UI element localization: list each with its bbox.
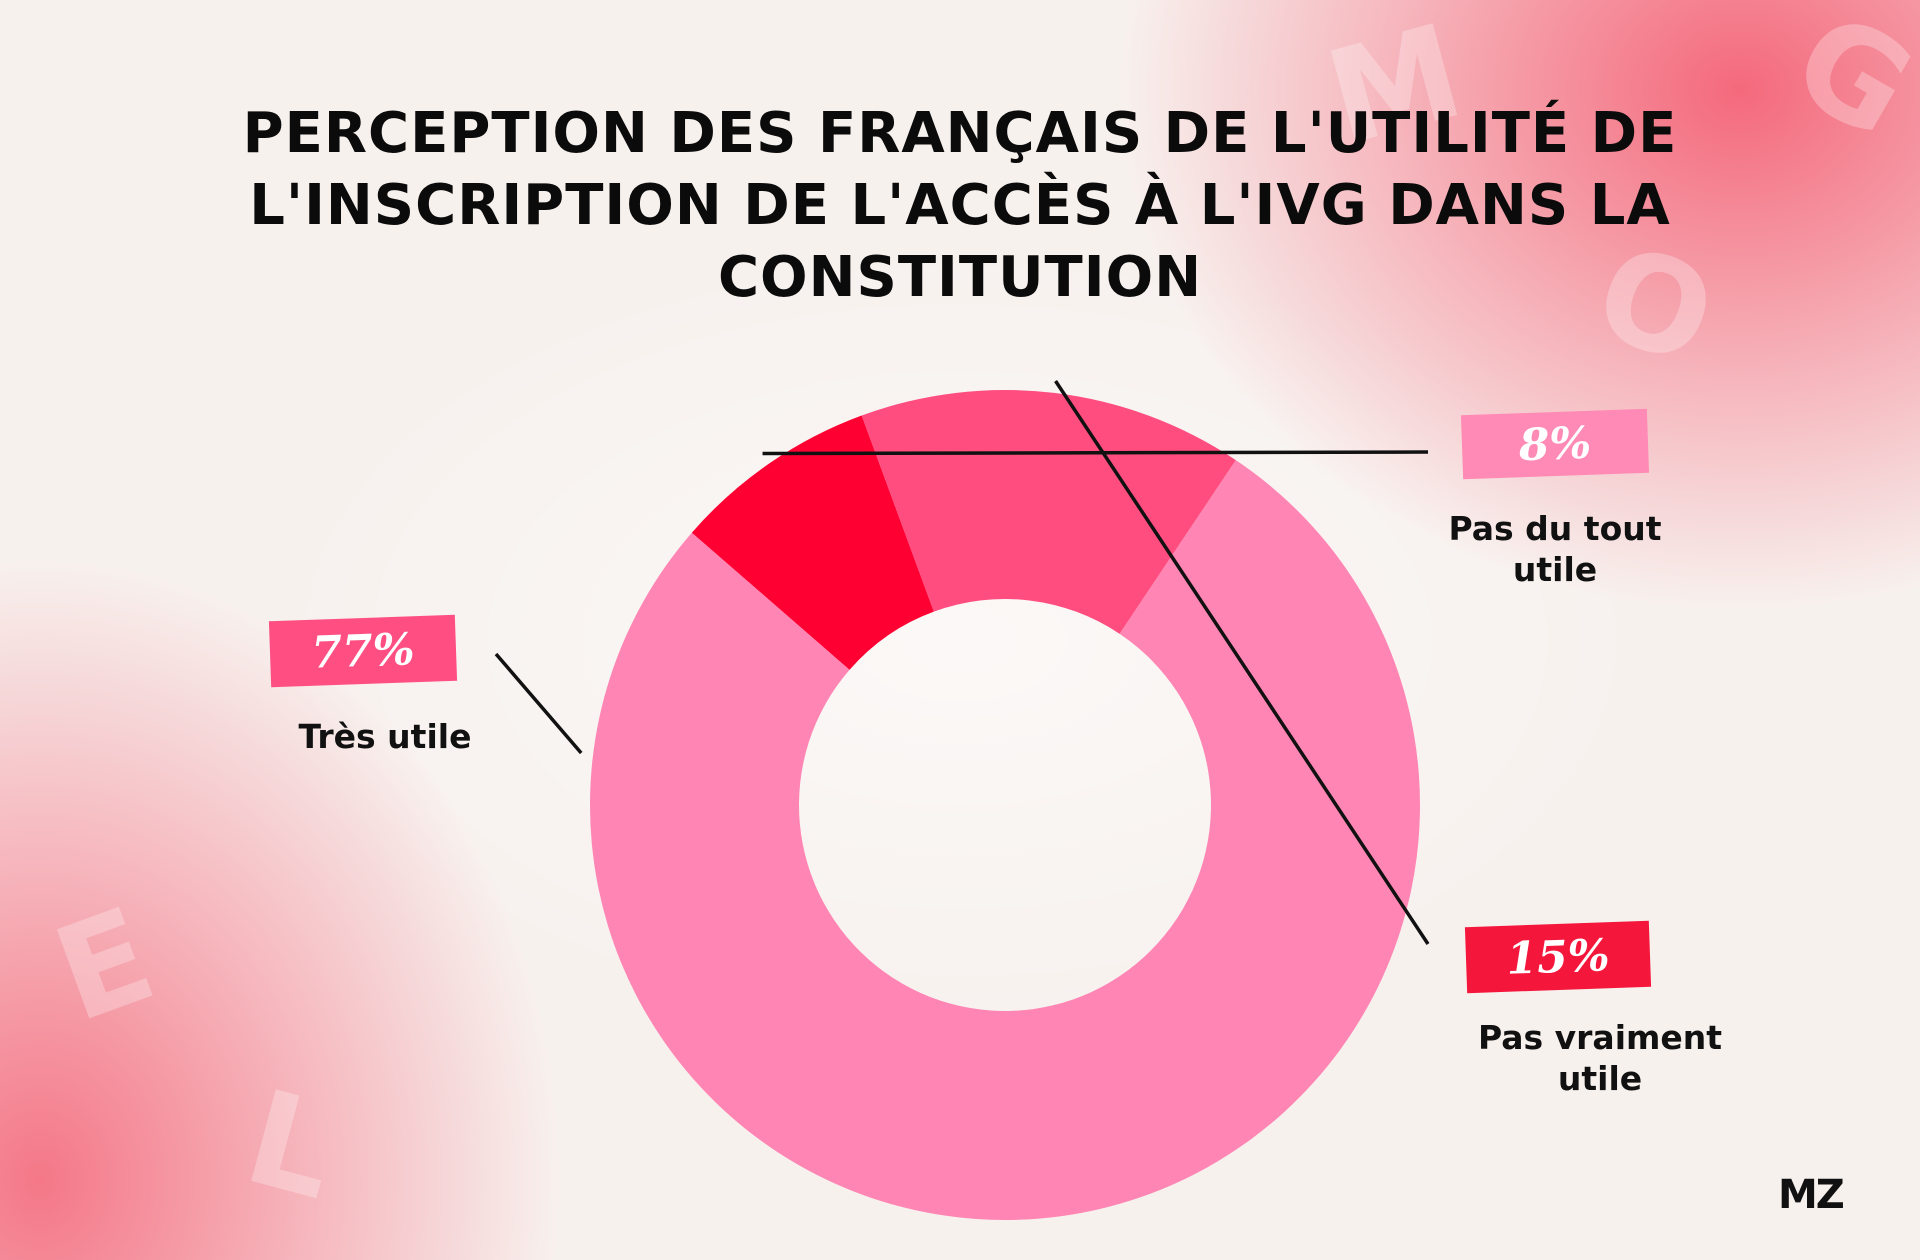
leader-line <box>762 450 1429 456</box>
chart-title: PERCEPTION DES FRANÇAIS DE L'UTILITÉ DE … <box>242 101 1678 310</box>
leader-line <box>1054 380 1430 945</box>
slice-label: Pas vraiment utile <box>1477 1018 1723 1098</box>
leader-line <box>494 652 583 755</box>
slice-label: Pas du tout utile <box>1448 509 1662 589</box>
donut-slice <box>691 415 934 670</box>
slice-value-tag: 8% <box>1460 408 1650 480</box>
slice-label: Très utile <box>298 717 472 756</box>
brand-logo: MZ <box>1778 1172 1845 1218</box>
donut-slice <box>589 460 1420 1221</box>
slice-value-tag: 15% <box>1464 920 1652 994</box>
slice-value-tag: 77% <box>268 614 458 688</box>
